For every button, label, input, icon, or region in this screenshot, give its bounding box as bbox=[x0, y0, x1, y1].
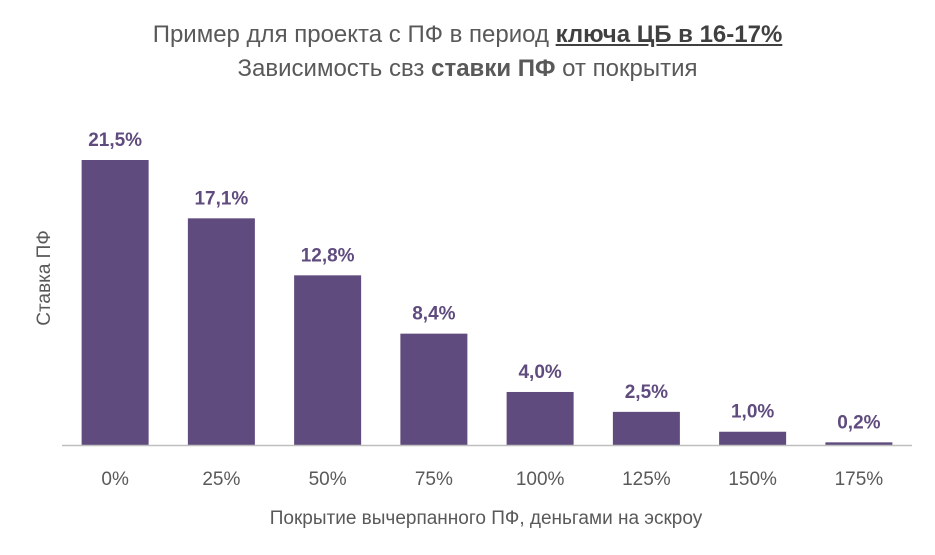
chart-title: Пример для проекта с ПФ в период ключа Ц… bbox=[0, 18, 935, 86]
data-label-6: 1,0% bbox=[731, 402, 774, 423]
data-label-0: 21,5% bbox=[88, 130, 142, 151]
title-line-1-highlight: ключа ЦБ в 16-17% bbox=[555, 21, 783, 48]
data-label-3: 8,4% bbox=[412, 304, 455, 325]
title-line-2-prefix: Зависимость свз bbox=[237, 55, 432, 82]
x-tick-label-1: 25% bbox=[202, 469, 240, 490]
data-label-7: 0,2% bbox=[837, 412, 880, 433]
x-tick-labels-group: 0% 25% 50% 75% 100% 125% 150% 175% bbox=[101, 469, 883, 490]
bar-2 bbox=[294, 275, 362, 445]
x-tick-label-7: 175% bbox=[835, 469, 884, 490]
bar-6 bbox=[719, 431, 787, 445]
x-tick-label-2: 50% bbox=[309, 469, 347, 490]
bar-3 bbox=[400, 333, 468, 445]
data-label-4: 4,0% bbox=[518, 362, 561, 383]
bar-0 bbox=[81, 160, 149, 445]
x-tick-label-3: 75% bbox=[415, 469, 453, 490]
y-axis-title: Ставка ПФ bbox=[34, 230, 55, 326]
data-label-1: 17,1% bbox=[194, 188, 248, 209]
data-label-2: 12,8% bbox=[301, 245, 355, 266]
bars-group bbox=[81, 160, 893, 445]
title-line-2-suffix: от покрытия bbox=[555, 55, 698, 82]
title-line-1-prefix: Пример для проекта с ПФ в период bbox=[152, 21, 556, 48]
title-line-2: Зависимость свз ставки ПФ от покрытия bbox=[0, 52, 935, 86]
x-tick-label-0: 0% bbox=[101, 469, 129, 490]
x-tick-label-6: 150% bbox=[728, 469, 777, 490]
x-tick-label-4: 100% bbox=[516, 469, 565, 490]
title-line-1: Пример для проекта с ПФ в период ключа Ц… bbox=[0, 18, 935, 52]
data-label-5: 2,5% bbox=[625, 382, 668, 403]
bar-5 bbox=[612, 411, 680, 445]
data-labels-group: 21,5% 17,1% 12,8% 8,4% 4,0% 2,5% 1,0% 0,2% bbox=[88, 130, 880, 433]
bar-4 bbox=[506, 391, 574, 445]
bar-7 bbox=[825, 442, 893, 445]
x-tick-label-5: 125% bbox=[622, 469, 671, 490]
x-axis-title: Покрытие вычерпанного ПФ, деньгами на эс… bbox=[270, 508, 703, 529]
bar-1 bbox=[187, 218, 255, 445]
title-line-2-highlight: ставки ПФ bbox=[431, 55, 556, 82]
